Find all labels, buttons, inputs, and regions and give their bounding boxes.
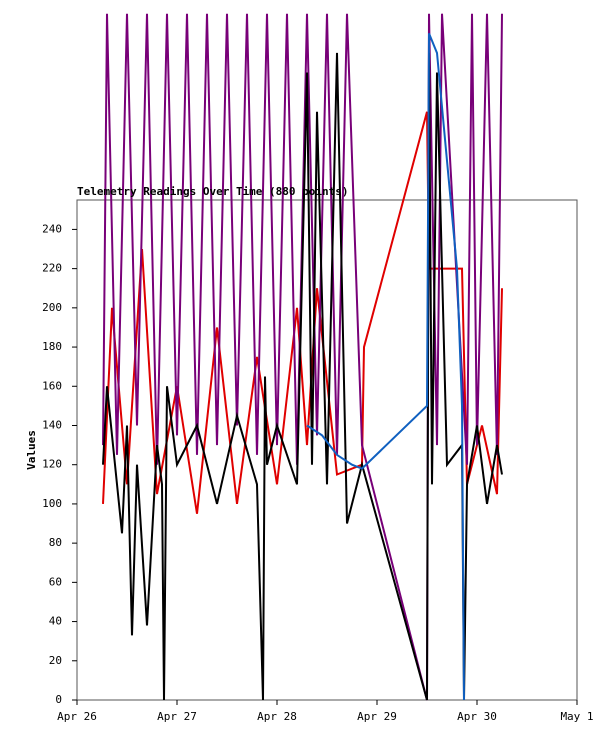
y-tick-label: 180 <box>42 340 62 353</box>
series-line <box>306 32 465 701</box>
x-tick-label: May 1 <box>560 710 593 723</box>
y-tick-label: 240 <box>42 222 62 235</box>
y-tick-label: 60 <box>49 575 62 588</box>
series-line <box>102 52 503 701</box>
x-tick-label: Apr 30 <box>457 710 497 723</box>
plot-frame <box>76 199 578 701</box>
y-tick-label: 0 <box>55 693 62 706</box>
y-tick-label: 80 <box>49 536 62 549</box>
y-tick-label: 200 <box>42 301 62 314</box>
series-layer <box>102 13 503 701</box>
y-tick-label: 100 <box>42 497 62 510</box>
y-tick-label: 220 <box>42 262 62 275</box>
x-tick-label: Apr 28 <box>257 710 297 723</box>
y-tick-label: 140 <box>42 418 62 431</box>
series-line <box>102 13 503 701</box>
x-tick-label: Apr 26 <box>57 710 97 723</box>
x-tick-label: Apr 27 <box>157 710 197 723</box>
series-line <box>102 111 503 514</box>
chart-title: Telemetry Readings Over Time (880 points… <box>77 185 349 198</box>
y-tick-label: 160 <box>42 379 62 392</box>
y-tick-label: 20 <box>49 654 62 667</box>
y-axis-label: Values <box>25 430 38 470</box>
y-tick-label: 120 <box>42 458 62 471</box>
y-tick-label: 40 <box>49 615 62 628</box>
x-tick-label: Apr 29 <box>357 710 397 723</box>
